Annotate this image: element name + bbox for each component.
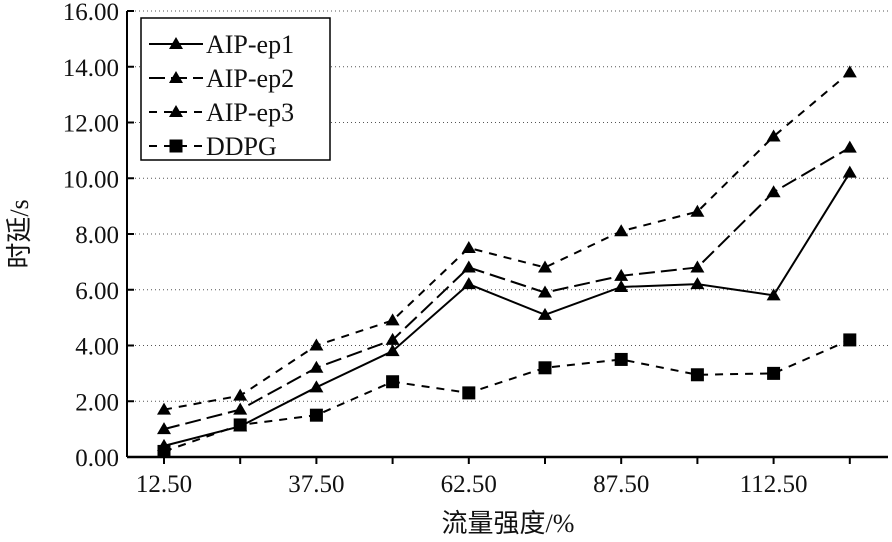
data-point bbox=[538, 307, 552, 320]
y-tick-label: 12.00 bbox=[63, 111, 119, 138]
legend-label: AIP-ep2 bbox=[206, 64, 294, 93]
data-point bbox=[309, 380, 324, 393]
data-point bbox=[385, 313, 400, 326]
y-tick-label: 8.00 bbox=[75, 222, 119, 249]
data-point bbox=[385, 332, 400, 345]
x-tick-label: 62.50 bbox=[441, 471, 497, 498]
x-tick-label: 112.50 bbox=[740, 471, 808, 498]
data-point bbox=[538, 285, 552, 298]
legend-item: DDPG bbox=[149, 132, 277, 161]
y-tick-label: 4.00 bbox=[75, 334, 119, 361]
legend-marker bbox=[169, 37, 183, 49]
data-point bbox=[766, 129, 781, 142]
series-line bbox=[163, 71, 851, 411]
data-point bbox=[614, 352, 628, 366]
data-point bbox=[842, 140, 857, 153]
grid-lines bbox=[127, 10, 888, 402]
data-point bbox=[843, 333, 857, 347]
legend-item: AIP-ep3 bbox=[149, 98, 294, 127]
data-point bbox=[233, 402, 248, 415]
legend-item: AIP-ep2 bbox=[149, 64, 294, 93]
series-aip-ep2 bbox=[157, 140, 857, 435]
legend-label: AIP-ep3 bbox=[206, 98, 294, 127]
legend-label: DDPG bbox=[206, 132, 277, 161]
data-point bbox=[690, 204, 705, 217]
legend-marker bbox=[169, 139, 183, 153]
data-point bbox=[766, 288, 781, 301]
data-point bbox=[157, 402, 171, 415]
data-point bbox=[157, 422, 171, 435]
series-line bbox=[163, 339, 851, 453]
data-point bbox=[461, 240, 476, 253]
series-line bbox=[163, 172, 851, 447]
axes: 0.00 2.00 4.00 6.00 8.00 10.00 12.00 14.00 16.00… bbox=[63, 0, 888, 498]
data-point bbox=[461, 277, 476, 290]
data-point bbox=[233, 388, 248, 401]
series-aip-ep1 bbox=[157, 165, 857, 451]
data-point bbox=[690, 277, 705, 290]
data-point bbox=[462, 386, 476, 400]
legend-marker bbox=[169, 71, 183, 83]
legend-box bbox=[140, 17, 331, 161]
data-point bbox=[461, 260, 476, 273]
legend-label: AIP-ep1 bbox=[206, 30, 294, 59]
data-point bbox=[766, 185, 781, 198]
series-ddpg bbox=[157, 333, 857, 458]
legend-marker bbox=[169, 105, 183, 117]
data-point bbox=[538, 361, 552, 375]
x-tick-label: 87.50 bbox=[593, 471, 649, 498]
data-point bbox=[538, 260, 552, 273]
y-tick-label: 14.00 bbox=[63, 55, 119, 82]
y-tick-label: 0.00 bbox=[75, 445, 119, 472]
legend: AIP-ep1 AIP-ep2 AIP-ep3 DDPG bbox=[140, 17, 331, 161]
data-point bbox=[690, 368, 704, 382]
data-point bbox=[157, 444, 171, 458]
data-point bbox=[614, 268, 629, 281]
x-tick-label: 12.50 bbox=[136, 471, 192, 498]
series-group bbox=[157, 65, 857, 458]
legend-item: AIP-ep1 bbox=[149, 30, 294, 59]
y-axis-label: 时延/s bbox=[5, 199, 34, 268]
y-tick-label: 6.00 bbox=[75, 278, 119, 305]
data-point bbox=[614, 224, 629, 237]
x-axis-label: 流量强度/% bbox=[442, 509, 575, 538]
data-point bbox=[842, 65, 857, 78]
y-tick-label: 16.00 bbox=[63, 0, 119, 26]
data-point bbox=[386, 375, 400, 389]
data-point bbox=[385, 344, 400, 357]
x-tick-label: 37.50 bbox=[288, 471, 344, 498]
data-point bbox=[690, 260, 705, 273]
data-point bbox=[309, 360, 324, 373]
data-point bbox=[767, 366, 781, 380]
y-tick-label: 10.00 bbox=[63, 166, 119, 193]
data-point bbox=[842, 165, 857, 178]
data-point bbox=[309, 338, 324, 351]
data-point bbox=[614, 279, 629, 292]
data-point bbox=[233, 418, 247, 432]
y-tick-label: 2.00 bbox=[75, 389, 119, 416]
series-aip-ep3 bbox=[157, 65, 857, 415]
series-line bbox=[163, 146, 851, 431]
data-point bbox=[309, 408, 323, 422]
